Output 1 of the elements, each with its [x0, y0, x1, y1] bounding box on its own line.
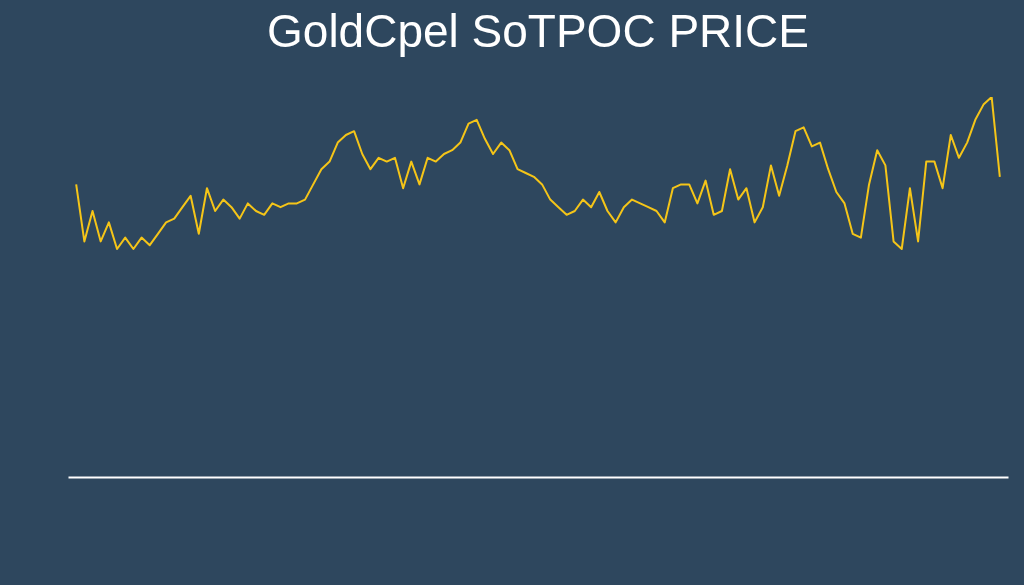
chart-title: GoldCpel SoTPOC PRICE — [267, 5, 809, 57]
